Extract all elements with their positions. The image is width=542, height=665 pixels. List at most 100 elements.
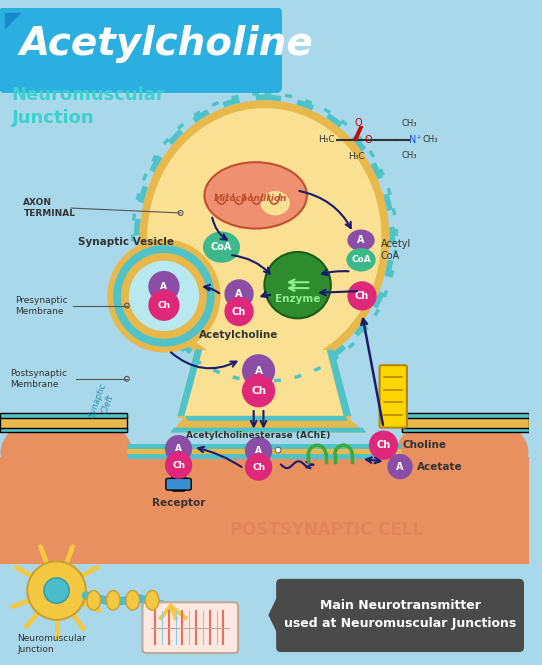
Text: Ch: Ch xyxy=(355,291,369,301)
FancyBboxPatch shape xyxy=(276,579,524,652)
FancyBboxPatch shape xyxy=(402,428,529,432)
Polygon shape xyxy=(178,350,202,416)
Text: Synaptic
Cleft: Synaptic Cleft xyxy=(87,382,118,423)
Ellipse shape xyxy=(261,191,290,215)
Ellipse shape xyxy=(147,108,382,366)
Text: A: A xyxy=(255,446,262,455)
Text: Ch: Ch xyxy=(252,463,265,471)
Ellipse shape xyxy=(346,248,376,271)
Text: A: A xyxy=(357,235,365,245)
Polygon shape xyxy=(5,13,22,29)
Text: Ch: Ch xyxy=(172,461,185,469)
Circle shape xyxy=(224,297,254,326)
Polygon shape xyxy=(202,350,327,369)
Text: Synaptic Vesicle: Synaptic Vesicle xyxy=(78,237,174,247)
Circle shape xyxy=(224,279,254,309)
Text: A: A xyxy=(175,444,182,453)
Text: Acetylcholine: Acetylcholine xyxy=(199,330,279,340)
Text: Neuromuscular
Junction: Neuromuscular Junction xyxy=(12,86,165,127)
Text: Ch: Ch xyxy=(157,301,171,310)
Text: Acetyl
CoA: Acetyl CoA xyxy=(380,239,411,261)
Text: Ch: Ch xyxy=(376,440,391,450)
Circle shape xyxy=(121,253,207,339)
Polygon shape xyxy=(185,416,347,421)
Circle shape xyxy=(165,435,192,462)
Text: N⁺: N⁺ xyxy=(409,135,422,145)
Text: Acetylcholinesterase (AChE): Acetylcholinesterase (AChE) xyxy=(186,431,331,440)
Polygon shape xyxy=(327,350,351,416)
Text: Choline: Choline xyxy=(402,440,446,450)
Ellipse shape xyxy=(204,162,307,229)
Text: O: O xyxy=(354,118,362,128)
Text: Postsynaptic
Membrane: Postsynaptic Membrane xyxy=(10,369,67,389)
Text: H₃C: H₃C xyxy=(318,135,335,144)
Circle shape xyxy=(242,374,275,408)
Circle shape xyxy=(149,271,179,302)
Text: CoA: CoA xyxy=(211,242,232,252)
Circle shape xyxy=(129,261,199,331)
Text: AXON
TERMINAL: AXON TERMINAL xyxy=(23,198,75,217)
Ellipse shape xyxy=(1,413,132,491)
Circle shape xyxy=(44,578,69,603)
FancyBboxPatch shape xyxy=(0,416,127,430)
Circle shape xyxy=(347,281,377,311)
Circle shape xyxy=(113,245,215,346)
FancyBboxPatch shape xyxy=(143,602,238,653)
Circle shape xyxy=(264,252,331,319)
Circle shape xyxy=(242,354,275,388)
Circle shape xyxy=(149,290,179,321)
Circle shape xyxy=(107,239,221,352)
Circle shape xyxy=(27,561,86,620)
Text: Acetylcholine: Acetylcholine xyxy=(20,25,313,63)
Text: O: O xyxy=(364,135,372,145)
Text: A: A xyxy=(160,282,167,291)
Text: CH₃: CH₃ xyxy=(401,152,417,160)
Polygon shape xyxy=(0,457,529,564)
FancyBboxPatch shape xyxy=(402,413,529,418)
FancyBboxPatch shape xyxy=(379,365,407,428)
Circle shape xyxy=(165,452,192,479)
Text: Enzyme: Enzyme xyxy=(275,294,320,304)
Circle shape xyxy=(275,447,281,453)
Circle shape xyxy=(369,430,398,460)
FancyBboxPatch shape xyxy=(172,471,185,491)
Text: Ch: Ch xyxy=(232,307,246,317)
Circle shape xyxy=(245,454,272,481)
Polygon shape xyxy=(171,428,366,432)
Text: CH₃: CH₃ xyxy=(401,119,417,128)
FancyBboxPatch shape xyxy=(166,478,191,490)
Text: CH₃: CH₃ xyxy=(423,135,438,144)
Polygon shape xyxy=(127,444,402,449)
Polygon shape xyxy=(178,350,351,418)
Circle shape xyxy=(245,437,272,464)
Text: Ch: Ch xyxy=(251,386,266,396)
Ellipse shape xyxy=(347,229,375,251)
Text: Receptor: Receptor xyxy=(152,498,205,508)
FancyBboxPatch shape xyxy=(0,7,282,93)
Ellipse shape xyxy=(397,413,528,491)
Polygon shape xyxy=(127,444,402,459)
FancyBboxPatch shape xyxy=(0,413,127,418)
Polygon shape xyxy=(127,454,402,459)
Circle shape xyxy=(388,454,413,479)
Ellipse shape xyxy=(126,591,139,610)
FancyBboxPatch shape xyxy=(402,416,529,430)
Text: Main Neurotransmitter
used at Neuromuscular Junctions: Main Neurotransmitter used at Neuromuscu… xyxy=(284,599,516,630)
Ellipse shape xyxy=(203,231,240,263)
Text: Acetate: Acetate xyxy=(417,462,462,471)
Text: H₃C: H₃C xyxy=(348,152,364,162)
Ellipse shape xyxy=(87,591,100,610)
FancyBboxPatch shape xyxy=(0,428,127,432)
Polygon shape xyxy=(171,416,366,432)
Ellipse shape xyxy=(139,100,389,374)
Text: A: A xyxy=(235,289,243,299)
Ellipse shape xyxy=(145,591,159,610)
Text: Presynaptic
Membrane: Presynaptic Membrane xyxy=(15,296,67,316)
Polygon shape xyxy=(184,352,344,416)
Text: CoA: CoA xyxy=(351,255,371,264)
Text: A: A xyxy=(255,366,262,376)
Ellipse shape xyxy=(106,591,120,610)
Text: Neuromuscular
Junction: Neuromuscular Junction xyxy=(17,634,86,654)
Text: Mitochondrion: Mitochondrion xyxy=(214,194,287,203)
Text: A: A xyxy=(396,462,404,471)
